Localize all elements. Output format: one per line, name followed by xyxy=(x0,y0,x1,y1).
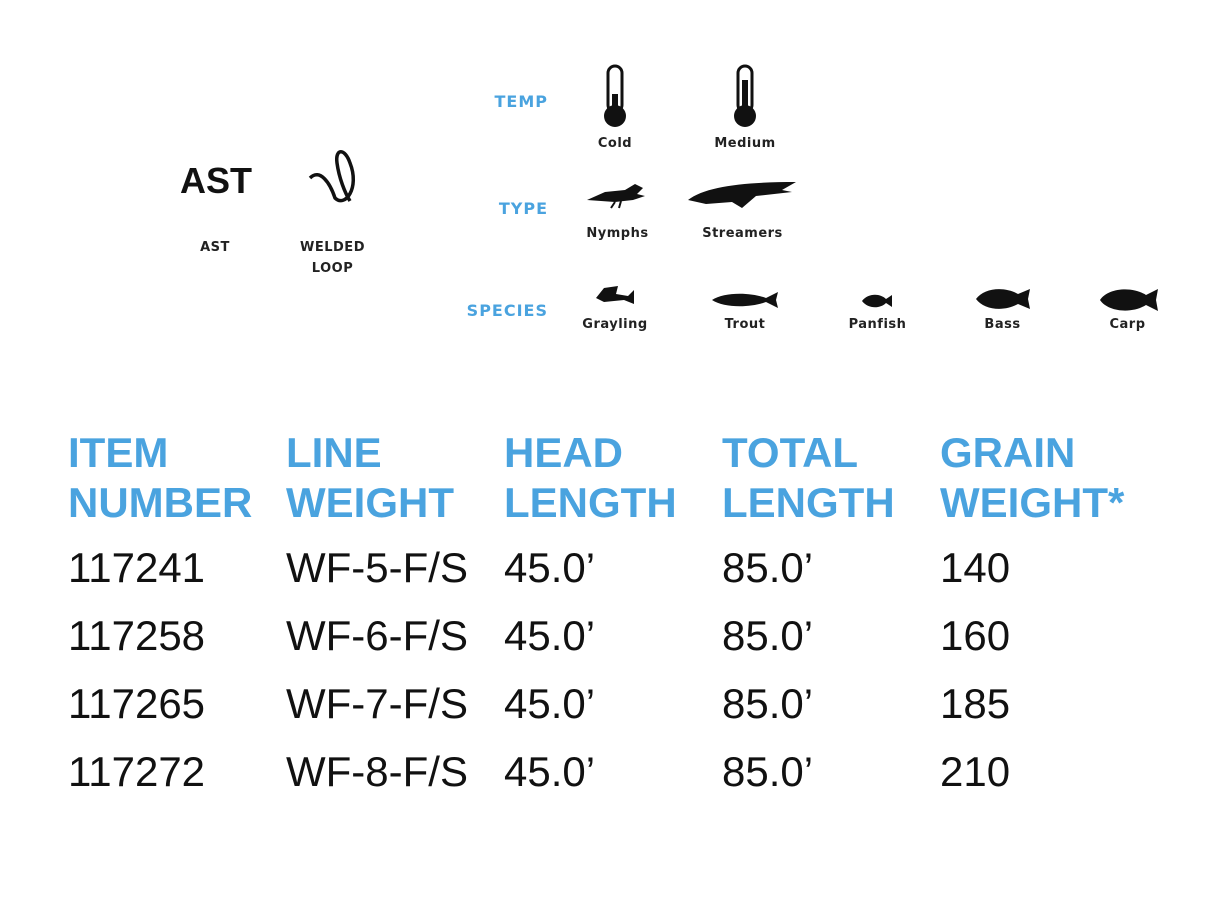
temp-row-label: TEMP xyxy=(494,92,548,111)
species-panfish-label: Panfish xyxy=(848,317,907,332)
cell-item-number: 117272 xyxy=(68,748,206,795)
trout-fish-icon xyxy=(710,290,780,310)
type-nymphs-label: Nymphs xyxy=(586,226,649,241)
header-line-weight-line2: WEIGHT xyxy=(286,479,454,526)
table-row: 117272 WF-8-F/S 45.0’ 85.0’ 210 xyxy=(68,738,1178,806)
header-grain-weight-line2: WEIGHT* xyxy=(940,479,1125,526)
temp-medium-label: Medium xyxy=(714,136,776,151)
cell-total-length: 85.0’ xyxy=(722,612,814,659)
cell-head-length: 45.0’ xyxy=(504,544,596,591)
spec-table-header: ITEM NUMBER LINE WEIGHT HEAD LENGTH TOTA… xyxy=(68,428,1178,528)
cell-total-length: 85.0’ xyxy=(722,748,814,795)
species-row-label: SPECIES xyxy=(466,301,548,320)
cell-line-weight: WF-8-F/S xyxy=(286,748,468,795)
cell-item-number: 117258 xyxy=(68,612,206,659)
header-total-length-line2: LENGTH xyxy=(722,479,895,526)
header-item-number-line2: NUMBER xyxy=(68,479,253,526)
header-line-weight-line1: LINE xyxy=(286,429,382,476)
spec-table: ITEM NUMBER LINE WEIGHT HEAD LENGTH TOTA… xyxy=(68,428,1178,806)
panfish-fish-icon xyxy=(860,292,894,310)
grayling-fish-icon xyxy=(594,284,636,306)
type-streamers-label: Streamers xyxy=(702,226,783,241)
ast-label: AST xyxy=(200,240,230,255)
ast-logo: AST xyxy=(180,160,252,201)
cell-line-weight: WF-5-F/S xyxy=(286,544,468,591)
thermometer-cold-icon xyxy=(600,64,630,130)
cell-grain-weight: 185 xyxy=(940,680,1011,727)
welded-loop-label-line1: WELDED xyxy=(300,240,365,255)
header-item-number-line1: ITEM xyxy=(68,429,169,476)
header-grain-weight-line1: GRAIN xyxy=(940,429,1076,476)
table-row: 117265 WF-7-F/S 45.0’ 85.0’ 185 xyxy=(68,670,1178,738)
header-head-length-line1: HEAD xyxy=(504,429,624,476)
cell-total-length: 85.0’ xyxy=(722,680,814,727)
type-row-label: TYPE xyxy=(498,199,548,218)
cell-item-number: 117241 xyxy=(68,544,206,591)
table-row: 117258 WF-6-F/S 45.0’ 85.0’ 160 xyxy=(68,602,1178,670)
species-trout-label: Trout xyxy=(724,317,766,332)
thermometer-medium-icon xyxy=(730,64,760,130)
cell-line-weight: WF-6-F/S xyxy=(286,612,468,659)
cell-grain-weight: 140 xyxy=(940,544,1011,591)
welded-loop-label-line2: LOOP xyxy=(311,261,354,276)
species-grayling-label: Grayling xyxy=(582,317,648,332)
streamer-fly-icon xyxy=(686,178,798,214)
species-bass-label: Bass xyxy=(984,317,1021,332)
welded-loop-label: WELDED LOOP xyxy=(280,240,385,276)
header-head-length: HEAD LENGTH xyxy=(504,428,722,528)
temp-cold-label: Cold xyxy=(597,136,633,151)
cell-head-length: 45.0’ xyxy=(504,680,596,727)
cell-total-length: 85.0’ xyxy=(722,544,814,591)
cell-head-length: 45.0’ xyxy=(504,612,596,659)
header-head-length-line2: LENGTH xyxy=(504,479,677,526)
header-grain-weight: GRAIN WEIGHT* xyxy=(940,428,1158,528)
carp-fish-icon xyxy=(1098,286,1160,314)
welded-loop-icon xyxy=(305,143,365,208)
table-row: 117241 WF-5-F/S 45.0’ 85.0’ 140 xyxy=(68,534,1178,602)
header-line-weight: LINE WEIGHT xyxy=(286,428,504,528)
cell-head-length: 45.0’ xyxy=(504,748,596,795)
cell-item-number: 117265 xyxy=(68,680,206,727)
header-total-length: TOTAL LENGTH xyxy=(722,428,940,528)
nymph-fly-icon xyxy=(585,180,647,210)
cell-line-weight: WF-7-F/S xyxy=(286,680,468,727)
bass-fish-icon xyxy=(974,286,1032,312)
cell-grain-weight: 160 xyxy=(940,612,1011,659)
header-item-number: ITEM NUMBER xyxy=(68,428,286,528)
cell-grain-weight: 210 xyxy=(940,748,1011,795)
species-carp-label: Carp xyxy=(1109,317,1146,332)
header-total-length-line1: TOTAL xyxy=(722,429,859,476)
